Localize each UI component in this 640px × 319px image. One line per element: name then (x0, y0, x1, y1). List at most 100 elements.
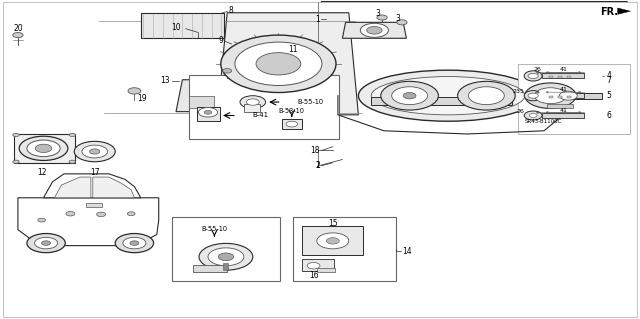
Circle shape (199, 243, 253, 270)
Ellipse shape (358, 70, 538, 121)
Circle shape (524, 111, 542, 120)
Circle shape (317, 233, 349, 249)
Text: 18: 18 (310, 146, 320, 155)
Circle shape (130, 241, 139, 245)
Circle shape (204, 110, 212, 114)
Text: 2: 2 (316, 161, 320, 170)
Text: B-53-10: B-53-10 (279, 108, 305, 114)
Text: SR43-B1100C: SR43-B1100C (524, 119, 561, 124)
Bar (14, 134, 75, 163)
Circle shape (97, 212, 106, 217)
Circle shape (69, 160, 76, 163)
Bar (223, 263, 228, 270)
Bar (172, 217, 280, 281)
Circle shape (223, 69, 232, 73)
Circle shape (326, 238, 339, 244)
Polygon shape (141, 13, 224, 38)
Ellipse shape (524, 71, 542, 81)
Circle shape (307, 263, 320, 269)
Text: 3: 3 (396, 14, 401, 23)
Circle shape (74, 141, 115, 162)
Circle shape (27, 234, 65, 253)
Bar (189, 96, 214, 108)
Circle shape (392, 87, 428, 105)
Bar (86, 203, 102, 207)
Text: 41: 41 (559, 108, 567, 113)
Circle shape (525, 83, 576, 108)
Text: 11: 11 (289, 45, 298, 54)
Circle shape (403, 93, 416, 99)
Text: 4: 4 (607, 71, 612, 80)
Circle shape (286, 121, 298, 127)
Bar (558, 96, 562, 98)
Bar (558, 76, 562, 78)
Circle shape (367, 26, 382, 34)
Circle shape (235, 42, 322, 85)
Polygon shape (54, 177, 91, 198)
Text: B-41: B-41 (253, 113, 269, 118)
Text: 1: 1 (316, 161, 320, 170)
Circle shape (528, 73, 538, 78)
Circle shape (90, 149, 100, 154)
Circle shape (246, 99, 259, 105)
Text: 20: 20 (13, 24, 23, 33)
Text: B-55-10: B-55-10 (202, 226, 227, 232)
Text: 9: 9 (218, 36, 223, 45)
Circle shape (82, 145, 108, 158)
Circle shape (69, 133, 76, 137)
Bar (193, 265, 227, 272)
Circle shape (377, 15, 387, 20)
Circle shape (240, 96, 266, 108)
Text: 19: 19 (137, 94, 147, 103)
Bar (293, 217, 396, 281)
Circle shape (534, 88, 566, 104)
Circle shape (559, 91, 577, 100)
Bar (549, 76, 553, 78)
Circle shape (115, 234, 154, 253)
Polygon shape (321, 2, 627, 175)
Text: 10: 10 (171, 23, 181, 32)
Polygon shape (93, 177, 134, 198)
Circle shape (397, 20, 407, 25)
Bar (567, 76, 571, 78)
Text: 6: 6 (607, 111, 612, 120)
Circle shape (42, 241, 51, 245)
Circle shape (128, 88, 141, 94)
Circle shape (218, 253, 234, 261)
Circle shape (529, 114, 537, 117)
Bar (317, 268, 335, 272)
Text: 26: 26 (517, 108, 525, 114)
Bar (542, 93, 584, 98)
Bar (302, 226, 363, 255)
Circle shape (208, 248, 244, 266)
Bar (518, 64, 630, 134)
Circle shape (528, 93, 538, 98)
Polygon shape (176, 80, 326, 112)
Bar (189, 75, 339, 139)
Polygon shape (342, 22, 406, 38)
Ellipse shape (371, 77, 525, 115)
Bar (547, 104, 573, 108)
Text: 26: 26 (534, 67, 541, 72)
Text: 13: 13 (160, 76, 170, 85)
Text: 235: 235 (513, 89, 525, 94)
Circle shape (66, 211, 75, 216)
Text: B-55-10: B-55-10 (297, 99, 323, 105)
Bar (197, 107, 220, 121)
Bar (282, 119, 302, 129)
Circle shape (360, 23, 388, 37)
Circle shape (127, 212, 135, 216)
Circle shape (35, 237, 58, 249)
Circle shape (13, 33, 23, 38)
Circle shape (35, 144, 52, 152)
Circle shape (38, 218, 45, 222)
Text: FR.: FR. (600, 7, 618, 17)
Circle shape (27, 140, 60, 157)
Text: 1: 1 (316, 15, 320, 24)
Polygon shape (83, 13, 378, 121)
Polygon shape (218, 13, 358, 115)
Text: 15: 15 (328, 219, 338, 228)
Circle shape (13, 160, 19, 163)
Text: 16: 16 (308, 271, 319, 280)
Circle shape (19, 136, 68, 160)
